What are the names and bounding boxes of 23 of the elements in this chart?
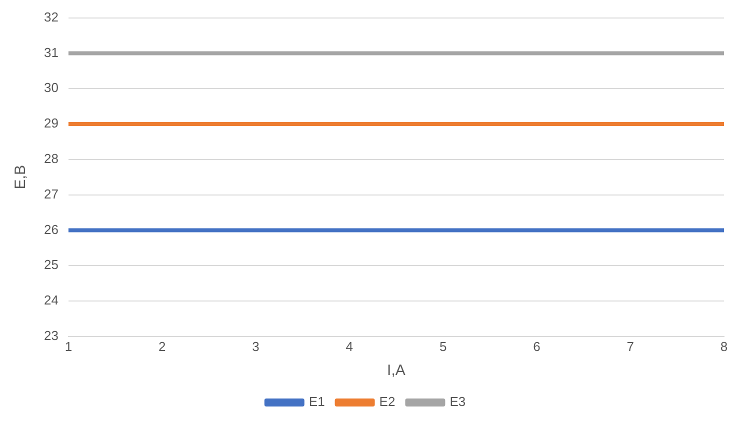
y-tick-label: 24 [44, 292, 58, 308]
x-tick-label: 7 [626, 338, 634, 354]
x-tick-label: 8 [720, 338, 728, 354]
y-tick-label: 27 [44, 186, 58, 202]
y-tick-label: 26 [44, 222, 58, 237]
y-tick-label: 23 [44, 328, 58, 343]
y-tick-label: 25 [44, 257, 58, 272]
x-tick-label: 4 [346, 338, 354, 354]
y-axis-title: E,B [12, 165, 30, 190]
y-tick-label: 32 [44, 9, 58, 24]
legend-label: E2 [379, 394, 396, 410]
x-tick-label: 3 [252, 338, 260, 354]
x-tick-label: 2 [158, 338, 166, 354]
legend-label: E1 [308, 394, 325, 410]
x-axis-title: I,A [387, 362, 406, 380]
y-tick-label: 29 [44, 116, 58, 131]
x-tick-label: 1 [64, 338, 72, 354]
y-tick-label: 30 [44, 80, 58, 96]
legend-label: E3 [450, 394, 466, 410]
y-tick-label: 28 [44, 150, 58, 166]
x-tick-label: 5 [439, 338, 447, 354]
y-tick-label: 31 [44, 44, 58, 60]
x-tick-label: 6 [533, 338, 540, 354]
